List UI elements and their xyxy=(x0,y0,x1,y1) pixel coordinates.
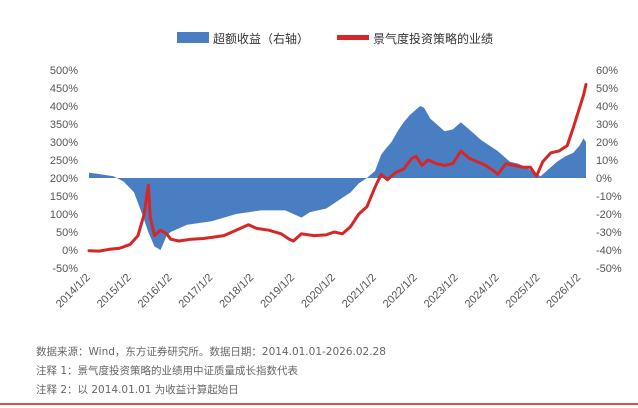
footnote-1: 注释 1：景气度投资策略的业绩用中证质量成长指数代表 xyxy=(36,365,299,377)
x-tick-label: 2025/1/2 xyxy=(504,272,543,311)
legend-swatch-strategy xyxy=(337,35,369,40)
strategy-line xyxy=(87,82,588,253)
right-tick-label: 60% xyxy=(596,65,618,77)
x-axis: 2014/1/2 2015/1/2 2016/1/2 2017/1/2 2018/1/2… xyxy=(54,272,583,311)
right-tick-label: -20% xyxy=(596,209,622,221)
right-tick-label: -40% xyxy=(596,245,622,257)
left-tick-label: 150% xyxy=(50,191,78,203)
right-tick-label: -10% xyxy=(596,191,622,203)
x-tick-label: 2024/1/2 xyxy=(463,272,502,311)
bottom-divider xyxy=(0,403,638,405)
footnote-source: 数据来源：Wind，东方证券研究所。数据日期：2014.01.01-2026.0… xyxy=(36,346,386,358)
x-tick-label: 2023/1/2 xyxy=(422,272,461,311)
left-tick-label: 350% xyxy=(50,119,78,131)
left-tick-label: 200% xyxy=(50,173,78,185)
excess-return-area xyxy=(89,106,586,250)
x-tick-label: 2020/1/2 xyxy=(299,272,338,311)
x-tick-label: 2018/1/2 xyxy=(217,272,256,311)
legend-label-excess: 超额收益（右轴） xyxy=(213,31,309,46)
x-tick-label: 2017/1/2 xyxy=(177,272,216,311)
chart: 超额收益（右轴） 景气度投资策略的业绩 -50% 0% 50% 100% 150% 200… xyxy=(50,31,622,311)
footnote-2: 注释 2：以 2014.01.01 为收益计算起始日 xyxy=(36,384,239,396)
left-axis: -50% 0% 50% 100% 150% 200% 250% 300% 350% 400% 450… xyxy=(50,65,78,275)
left-tick-label: 450% xyxy=(50,83,78,95)
left-tick-label: 300% xyxy=(50,137,78,149)
x-tick-label: 2016/1/2 xyxy=(136,272,175,311)
x-tick-label: 2021/1/2 xyxy=(340,272,379,311)
x-tick-label: 2022/1/2 xyxy=(381,272,420,311)
legend-label-strategy: 景气度投资策略的业绩 xyxy=(373,31,493,46)
excess-return-area-fill xyxy=(89,106,586,250)
right-tick-label: -30% xyxy=(596,227,622,239)
right-tick-label: 0% xyxy=(596,173,612,185)
right-tick-label: 30% xyxy=(596,119,618,131)
right-axis: -50% -40% -30% -20% -10% 0% 10% 20% 30% 40% 50% 60% xyxy=(596,65,622,275)
left-tick-label: 100% xyxy=(50,209,78,221)
x-tick-label: 2014/1/2 xyxy=(54,272,93,311)
left-tick-label: -50% xyxy=(52,263,78,275)
left-tick-label: 250% xyxy=(50,155,78,167)
left-tick-label: 0% xyxy=(62,245,78,257)
left-tick-label: 500% xyxy=(50,65,78,77)
right-tick-label: 20% xyxy=(596,137,618,149)
right-tick-label: -50% xyxy=(596,263,622,275)
right-tick-label: 10% xyxy=(596,155,618,167)
left-tick-label: 400% xyxy=(50,101,78,113)
right-tick-label: 40% xyxy=(596,101,618,113)
x-tick-label: 2026/1/2 xyxy=(544,272,583,311)
right-tick-label: 50% xyxy=(596,83,618,95)
x-tick-label: 2015/1/2 xyxy=(95,272,134,311)
x-tick-label: 2019/1/2 xyxy=(258,272,297,311)
left-tick-label: 50% xyxy=(56,227,78,239)
strategy-line-path xyxy=(87,82,588,253)
legend-swatch-excess xyxy=(177,32,209,43)
footnotes: 数据来源：Wind，东方证券研究所。数据日期：2014.01.01-2026.0… xyxy=(36,346,626,403)
